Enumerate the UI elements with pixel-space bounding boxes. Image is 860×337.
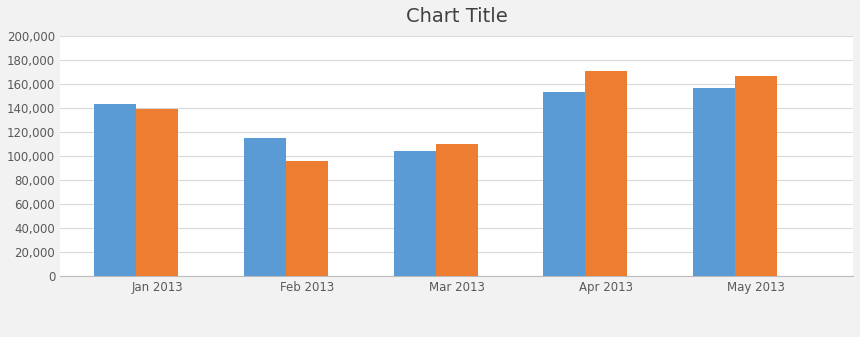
- Legend: Visits, Revenue, Conversion Rate: Visits, Revenue, Conversion Rate: [313, 336, 600, 337]
- Bar: [286, 161, 328, 276]
- Bar: [436, 144, 477, 276]
- Title: Chart Title: Chart Title: [406, 7, 507, 26]
- Bar: [137, 109, 178, 276]
- Bar: [586, 71, 627, 276]
- Bar: [244, 138, 286, 276]
- Bar: [693, 88, 734, 276]
- Bar: [394, 151, 436, 276]
- Bar: [544, 92, 586, 276]
- Bar: [95, 104, 137, 276]
- Bar: [734, 75, 777, 276]
